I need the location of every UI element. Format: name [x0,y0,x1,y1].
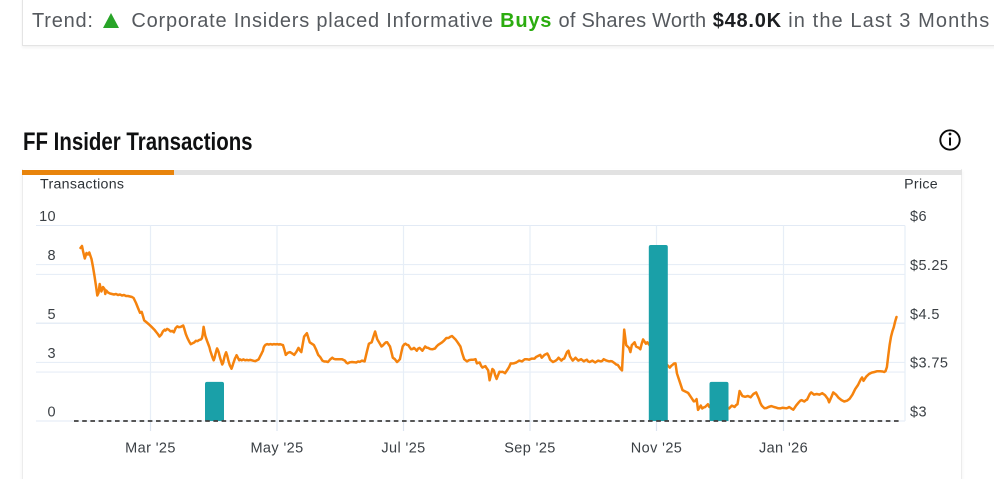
svg-text:$6: $6 [910,209,927,225]
svg-text:5: 5 [48,307,56,323]
svg-text:Nov '25: Nov '25 [631,441,683,457]
svg-text:Jan '26: Jan '26 [759,441,808,457]
svg-text:Jul '25: Jul '25 [381,441,425,457]
svg-text:8: 8 [48,248,56,264]
svg-text:Mar '25: Mar '25 [125,441,176,457]
svg-text:$3.75: $3.75 [910,356,948,372]
svg-text:Transactions: Transactions [40,177,124,193]
svg-text:Price: Price [904,177,938,193]
svg-text:$3: $3 [910,405,927,421]
svg-text:3: 3 [48,346,56,362]
svg-text:10: 10 [39,209,56,225]
svg-text:May '25: May '25 [250,441,303,457]
svg-text:$5.25: $5.25 [910,258,948,274]
svg-text:Sep '25: Sep '25 [504,441,556,457]
svg-text:0: 0 [48,405,56,421]
svg-text:$4.5: $4.5 [910,307,940,323]
